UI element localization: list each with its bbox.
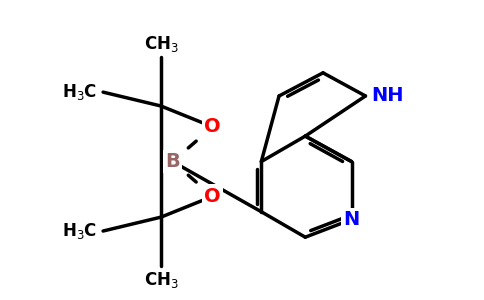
Text: B: B — [165, 152, 180, 171]
Text: CH$_3$: CH$_3$ — [144, 34, 179, 53]
Text: H$_3$C: H$_3$C — [62, 221, 97, 241]
Text: CH$_3$: CH$_3$ — [144, 270, 179, 290]
Text: H$_3$C: H$_3$C — [62, 82, 97, 102]
Text: O: O — [204, 187, 221, 206]
Text: O: O — [204, 117, 221, 136]
Text: NH: NH — [372, 86, 404, 106]
Text: N: N — [344, 210, 360, 229]
